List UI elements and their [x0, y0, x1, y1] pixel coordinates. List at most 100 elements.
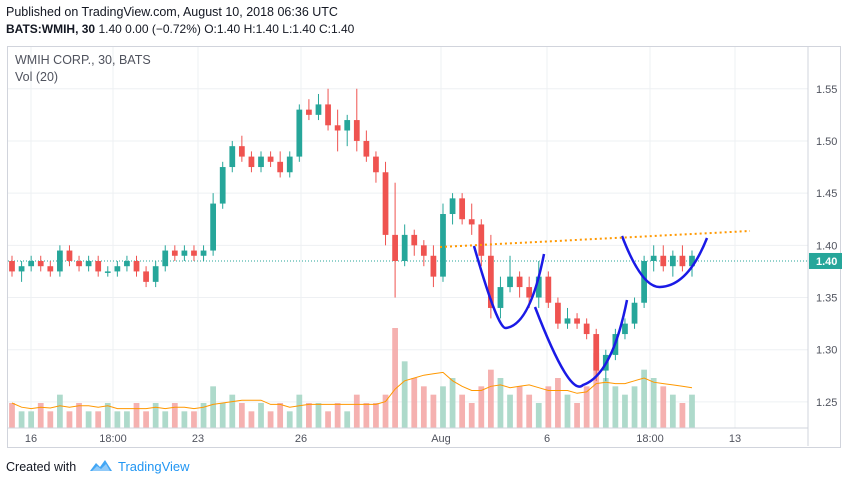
candle-body: [468, 219, 475, 225]
candle-body: [267, 156, 274, 162]
candle-body: [373, 156, 379, 173]
candle-body: [219, 167, 226, 204]
candle-body: [669, 255, 676, 267]
volume-bar: [124, 411, 130, 428]
volume-bar: [440, 386, 446, 428]
volume-bar: [564, 394, 571, 428]
candle-body: [47, 266, 54, 272]
candle-body: [114, 266, 121, 272]
volume-bar: [210, 386, 216, 428]
volume-bar: [660, 386, 667, 428]
candle-body: [76, 260, 82, 267]
x-tick-label: 18:00: [636, 433, 664, 445]
volume-bar: [95, 411, 102, 428]
y-tick-label: 1.50: [816, 136, 837, 148]
volume-bar: [47, 411, 54, 428]
candle-body: [37, 260, 44, 267]
footer: Created with TradingView: [0, 452, 847, 484]
candles: [9, 88, 695, 382]
volume-bar: [344, 411, 351, 428]
candle-body: [124, 260, 130, 267]
low-label: L:: [282, 22, 293, 36]
candle-body: [191, 250, 197, 256]
low-value: 1.40: [292, 22, 316, 36]
candle-body: [306, 109, 312, 115]
candle-body: [583, 323, 590, 335]
open-label: O:: [204, 22, 217, 36]
candle-body: [622, 323, 628, 335]
candle-body: [660, 255, 667, 267]
high-value: 1.40: [255, 22, 279, 36]
volume-bar: [353, 394, 360, 428]
y-tick-label: 1.40: [816, 240, 837, 252]
volume-bar: [488, 369, 494, 428]
volume-bar: [200, 403, 207, 428]
candle-body: [641, 260, 647, 303]
neckline-dotted-line: [439, 230, 751, 248]
volume-bar: [459, 394, 466, 428]
legend-title: WMIH CORP., 30, BATS: [15, 53, 151, 67]
candle-body: [57, 250, 63, 272]
candle-body: [440, 214, 446, 277]
left-shoulder-curve: [472, 245, 546, 330]
candle-body: [248, 156, 255, 168]
volume-bar: [248, 411, 255, 428]
y-tick-label: 1.30: [816, 345, 837, 357]
candle-body: [162, 250, 169, 267]
volume-bar: [401, 361, 408, 428]
candle-body: [430, 255, 437, 277]
header: Published on TradingView.com, August 10,…: [0, 0, 847, 48]
tradingview-cloud-icon[interactable]: [88, 457, 114, 480]
candle-body: [526, 287, 533, 298]
symbol-label: BATS:WMIH, 30: [6, 22, 96, 36]
volume-bar: [392, 328, 398, 428]
grid: [8, 47, 808, 428]
volume-bar: [152, 403, 159, 428]
candle-body: [258, 156, 264, 168]
volume-bar: [181, 411, 188, 428]
close-value: 1.40: [331, 22, 355, 36]
candle-body: [650, 255, 657, 261]
candle-body: [545, 276, 552, 303]
x-tick-label: 16: [25, 433, 37, 445]
volume-bar: [277, 403, 284, 428]
x-tick-label: Aug: [431, 433, 451, 445]
volume-bar: [411, 378, 418, 428]
volume-bar: [306, 403, 312, 428]
candle-body: [18, 266, 25, 272]
tradingview-brand-link[interactable]: TradingView: [118, 459, 190, 474]
candle-body: [143, 271, 149, 282]
volume-bar: [104, 403, 111, 428]
volume-bar: [85, 411, 92, 428]
volume-bar: [162, 411, 169, 428]
candle-body: [315, 104, 322, 115]
volume-bar: [66, 411, 73, 428]
candle-body: [133, 260, 140, 272]
y-tick-label: 1.55: [816, 84, 837, 96]
candle-body: [535, 276, 542, 298]
candle-body: [66, 250, 73, 261]
open-value: 1.40: [216, 22, 241, 36]
quote-line: BATS:WMIH, 30 1.40 0.00 (−0.72%) O:1.40 …: [6, 22, 354, 36]
candle-body: [229, 146, 236, 168]
volume-bar: [555, 378, 561, 428]
volume-bar: [57, 394, 63, 428]
volume-bar: [631, 386, 638, 428]
volume-bar: [363, 403, 370, 428]
candle-body: [9, 260, 15, 272]
volume-bar: [420, 386, 427, 428]
candle-body: [344, 120, 351, 131]
candle-body: [401, 234, 408, 261]
candle-body: [679, 255, 686, 267]
volume-bar: [382, 394, 389, 428]
volume-bar: [622, 394, 628, 428]
volume-bar: [286, 411, 293, 428]
volume-bar: [593, 353, 600, 428]
volume-ma-line: [11, 371, 693, 410]
candle-body: [497, 287, 504, 308]
candle-body: [449, 198, 456, 215]
right-shoulder-curve: [620, 235, 709, 289]
candle-body: [574, 318, 580, 324]
candle-body: [516, 276, 523, 288]
